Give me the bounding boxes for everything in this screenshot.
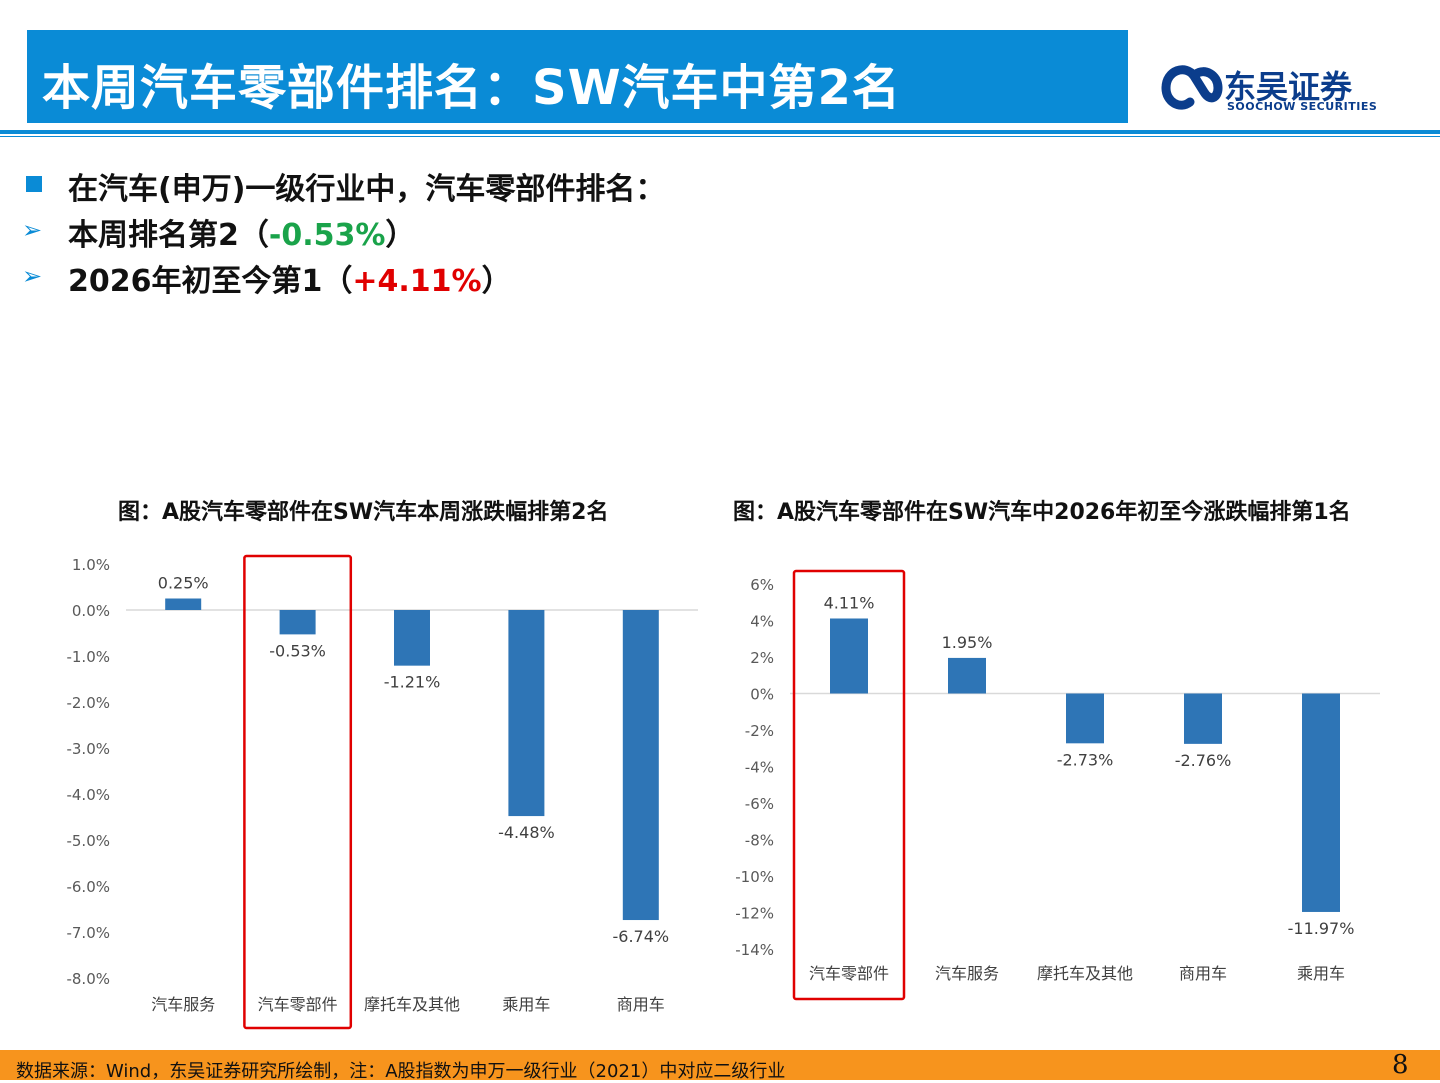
bullet-text: 2026年初至今第1（+4.11%） [68,256,512,300]
y-tick-label: -12% [735,905,774,923]
data-label: -0.53% [269,641,326,660]
logo-text: 东吴证券 [1224,68,1353,106]
y-tick-label: -3.0% [66,740,110,758]
category-label: 商用车 [1179,964,1227,983]
category-label: 摩托车及其他 [364,995,460,1014]
data-label: -4.48% [498,823,555,842]
y-tick-label: -5.0% [66,832,110,850]
y-tick-label: -6.0% [66,878,110,896]
category-label: 商用车 [617,995,665,1014]
data-label: -2.73% [1057,750,1114,769]
y-tick-label: 0% [750,686,774,704]
y-tick-label: 4% [750,613,774,631]
category-label: 摩托车及其他 [1037,964,1133,983]
data-label: 0.25% [158,574,209,593]
y-tick-label: -10% [735,868,774,886]
data-label: -2.76% [1175,751,1232,770]
header-divider [0,130,1440,134]
ytd-change-chart: 6% 4% 2% 0% -2% -4% -6% -8% -10% -12% -14% 4.11% 汽车零… [735,569,1380,1001]
chart-title-weekly: 图：A股汽车零部件在SW汽车本周涨跌幅排第2名 [118,500,609,525]
y-tick-label: 6% [750,576,774,594]
arrow-bullet-icon: ➢ [22,262,43,290]
logo-icon [1161,65,1223,110]
y-tick-label: -1.0% [66,648,110,666]
ytd-change-value: +4.11% [352,264,482,299]
category-label: 乘用车 [502,995,550,1014]
page-number: 8 [1392,1050,1409,1080]
y-tick-label: -8% [745,832,774,850]
footer-bar [0,1050,1440,1080]
highlight-box [792,569,906,1001]
bar [1184,693,1222,744]
category-label: 汽车服务 [151,995,215,1014]
data-label: -6.74% [612,927,669,946]
bar [1066,693,1104,744]
bar [622,610,659,921]
y-tick-label: -7.0% [66,924,110,942]
y-tick-label: -4.0% [66,786,110,804]
category-label: 汽车零部件 [809,964,889,983]
page-title: 本周汽车零部件排名：SW汽车中第2名 [42,60,901,116]
bar [279,610,316,635]
y-tick-label: 2% [750,649,774,667]
bar [165,598,202,610]
data-label: 1.95% [942,633,993,652]
chart-title-ytd: 图：A股汽车零部件在SW汽车中2026年初至今涨跌幅排第1名 [733,500,1351,525]
square-bullet-icon [26,176,42,192]
bar [394,610,430,666]
bar [830,618,868,694]
weekly-change-chart: 1.0% 0.0% -1.0% -2.0% -3.0% -4.0% -5.0% -6.0% -7… [66,554,698,1030]
data-label: 4.11% [824,593,875,612]
header-divider-thin [0,136,1440,137]
y-tick-label: -2.0% [66,694,110,712]
bullet-prefix: 本周排名第2（ [68,218,269,253]
arrow-bullet-icon: ➢ [22,216,43,244]
category-label: 汽车服务 [935,964,999,983]
y-tick-label: -6% [745,795,774,813]
bullet-suffix: ） [481,264,512,299]
y-tick-label: 1.0% [72,556,110,574]
bullet-prefix: 2026年初至今第1（ [68,264,353,299]
bar [508,610,545,817]
bullet-suffix: ） [385,218,416,253]
logo-subtext: SOOCHOW SECURITIES [1227,100,1378,113]
category-label: 乘用车 [1297,964,1345,983]
data-label: -11.97% [1288,919,1355,938]
y-tick-label: -2% [745,722,774,740]
bar [1302,693,1340,912]
highlight-box [243,554,353,1030]
bullet-text: 在汽车(申万)一级行业中，汽车零部件排名： [68,172,666,207]
title-bar [27,30,1128,123]
y-tick-label: -4% [745,759,774,777]
weekly-change-value: -0.53% [268,218,386,253]
y-tick-label: -8.0% [66,970,110,988]
y-tick-label: -14% [735,941,774,959]
bar [948,657,986,694]
y-tick-label: 0.0% [72,602,110,620]
bullet-text: 本周排名第2（-0.53%） [68,210,415,254]
data-label: -1.21% [384,673,441,692]
category-label: 汽车零部件 [258,995,338,1014]
footer-source-note: 数据来源：Wind，东吴证券研究所绘制，注：A股指数为申万一级行业（2021）中… [16,1061,786,1082]
